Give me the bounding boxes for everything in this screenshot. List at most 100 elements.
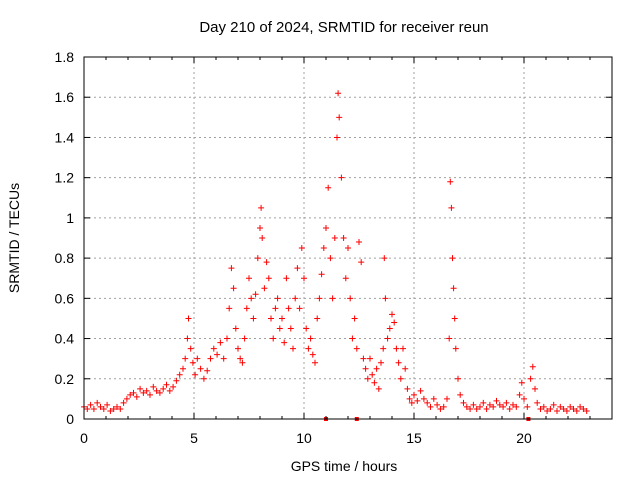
data-point [250,315,257,322]
data-point [140,389,147,396]
data-point [237,355,244,362]
x-tick-label: 0 [80,430,88,446]
data-point [170,383,177,390]
data-point [325,184,332,191]
data-point [510,401,516,408]
data-point [417,387,424,394]
data-point [287,325,294,332]
data-point [411,391,417,398]
data-point [153,387,160,394]
data-points [81,90,590,414]
data-point [272,305,279,312]
data-point [518,379,525,386]
data-point [217,339,224,346]
chart-title: Day 210 of 2024, SRMTID for receiver reu… [199,19,488,36]
data-point [477,403,483,410]
data-point [420,395,427,402]
y-tick-label: 1.2 [55,170,75,186]
data-point [294,265,301,272]
data-point [473,405,480,412]
data-point [493,397,500,404]
data-point [496,401,503,408]
data-point [367,355,373,362]
data-point [364,375,371,382]
data-point [292,295,299,302]
data-point [331,235,338,241]
data-point [133,393,140,400]
data-point [358,259,365,266]
data-point [384,335,391,342]
data-point [424,399,431,406]
data-point [470,401,477,408]
data-point [386,325,393,332]
data-point [117,405,124,412]
data-point [259,235,266,241]
grid-layer [84,57,612,419]
data-point [241,335,248,342]
data-point [163,381,170,388]
data-point [285,305,292,312]
data-point [460,399,467,406]
data-point [338,174,345,181]
data-point [194,355,201,362]
data-point [184,335,191,342]
data-point [123,395,130,402]
data-point [378,359,384,366]
data-point [463,403,470,410]
data-point [173,377,180,384]
data-point [404,385,411,392]
data-point [580,405,587,412]
data-point [279,315,285,322]
data-point [87,401,94,408]
data-point [224,335,230,342]
data-point [563,407,570,414]
data-point [283,275,290,282]
data-point [127,391,134,398]
data-point [329,295,336,302]
data-point [166,387,173,394]
data-point [298,245,305,252]
data-point [252,291,259,298]
data-point [185,315,192,322]
data-point [577,403,584,410]
y-tick-label: 1.4 [55,129,75,145]
y-tick-label: 0.4 [55,331,75,347]
data-point [516,391,523,398]
data-point [261,285,268,292]
data-point [214,351,221,358]
data-point [524,403,531,410]
data-point [427,403,434,410]
data-point [192,371,199,378]
axis-ticks: 0 0.2 0.4 0.6 0.8 1 1.2 1.4 1.6 1.8 0 5 10 15 20 [55,49,613,446]
x-tick-label: 20 [516,430,532,446]
data-point [389,311,395,318]
data-point [397,375,404,382]
data-point [204,367,211,374]
data-point [503,399,510,406]
data-point [239,359,246,366]
data-point [360,355,367,362]
data-point [226,305,233,312]
y-tick-label: 0.2 [55,371,75,387]
data-point [500,403,507,410]
data-point [312,359,318,366]
data-point [130,389,137,396]
data-point [281,339,288,346]
data-point [100,405,107,412]
data-point [557,403,564,410]
data-point [381,255,388,262]
data-point [314,315,321,322]
y-tick-label: 0 [66,411,74,427]
data-point [457,391,464,398]
data-point [513,403,520,410]
data-point [276,325,283,332]
data-point [448,204,455,211]
data-point [235,345,241,352]
x-tick-label: 10 [296,430,312,446]
data-point [449,255,456,262]
data-point [84,405,91,412]
y-axis-label: SRMTID / TECUs [6,183,22,293]
data-point [486,401,493,408]
data-point [537,405,544,412]
